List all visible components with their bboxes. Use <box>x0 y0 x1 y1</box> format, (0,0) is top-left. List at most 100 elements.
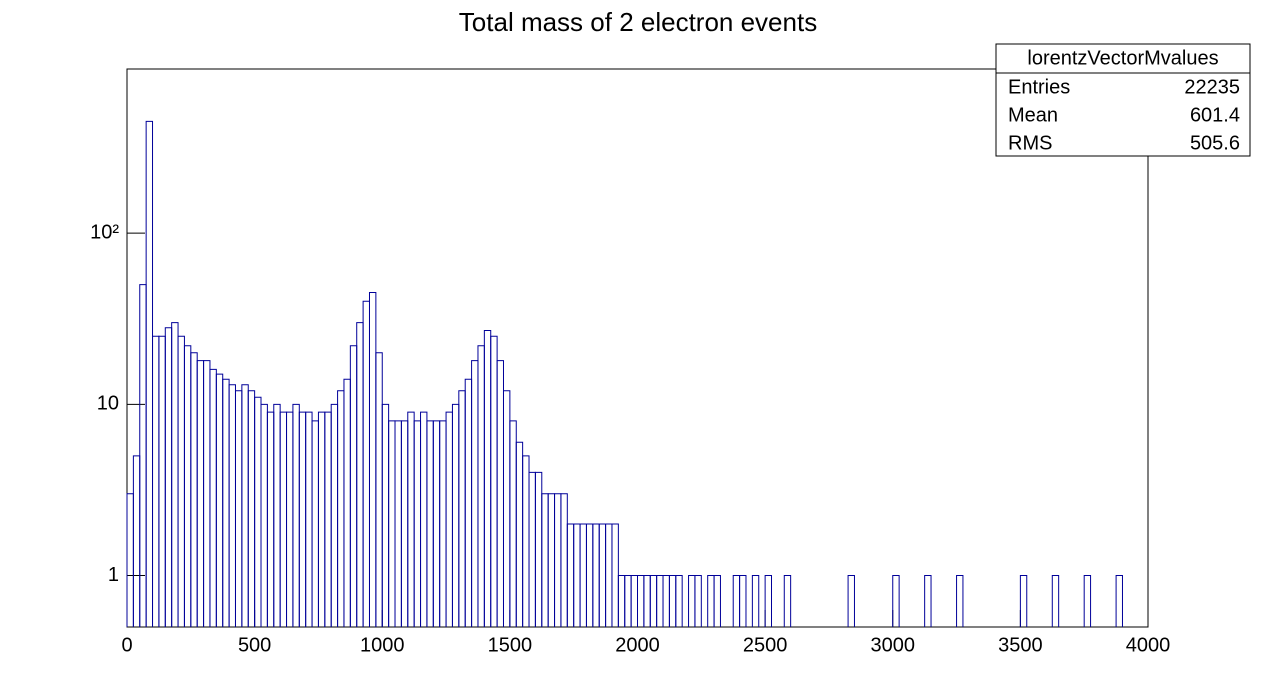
histogram-bin <box>605 523 613 627</box>
histogram-bin <box>611 523 619 627</box>
x-tick-label: 3500 <box>998 634 1043 656</box>
histogram-bin <box>554 493 562 627</box>
histogram-bin <box>637 574 645 627</box>
histogram-bin <box>132 455 141 627</box>
histogram-bin <box>164 327 173 627</box>
stats-title: lorentzVectorMvalues <box>1027 47 1218 69</box>
histogram-bin <box>739 574 747 627</box>
histogram-bin <box>656 574 664 627</box>
histogram-bin <box>445 411 453 627</box>
histogram-bin <box>675 574 683 627</box>
histogram-bin <box>343 378 351 627</box>
histogram-bin <box>298 411 307 627</box>
histogram-bin <box>490 335 498 627</box>
histogram-bin <box>215 373 224 627</box>
histogram-bin <box>534 471 543 627</box>
histogram-bin <box>1019 574 1028 627</box>
stats-frame <box>995 43 1251 157</box>
histogram-bin <box>585 523 594 627</box>
histogram-bin <box>228 384 236 627</box>
histogram-bin <box>732 574 741 627</box>
histogram-bin <box>707 574 715 627</box>
histogram-bin <box>305 411 313 627</box>
histogram-bin <box>471 360 479 627</box>
histogram-bin <box>598 523 607 627</box>
stats-label: RMS <box>1008 132 1052 154</box>
x-tick-label: 1500 <box>488 634 533 656</box>
histogram-bin <box>579 523 587 627</box>
histogram-bin <box>560 493 568 627</box>
histogram-bin <box>292 403 300 627</box>
histogram-bin <box>630 574 638 627</box>
histogram-bin <box>547 493 556 627</box>
histogram-bin <box>375 352 383 627</box>
histogram-bin <box>1115 574 1123 627</box>
x-tick-label: 4000 <box>1126 634 1171 656</box>
histogram-bin <box>496 360 504 627</box>
histogram-bin <box>400 420 409 627</box>
histogram-bin <box>694 574 702 627</box>
histogram-bin <box>956 574 964 627</box>
histogram-bin <box>847 574 855 627</box>
chart-title: Total mass of 2 electron events <box>459 7 817 37</box>
histogram-bin <box>356 322 364 627</box>
x-tick-label: 2500 <box>743 634 788 656</box>
stats-value: 505.6 <box>1190 132 1240 154</box>
histogram-bin <box>924 574 932 627</box>
histogram-bin <box>643 574 651 627</box>
histogram-bin <box>426 420 434 627</box>
histogram-bin <box>592 523 600 627</box>
histogram-bin <box>152 335 160 627</box>
histogram-bin <box>126 493 134 627</box>
histogram-bin <box>458 390 466 627</box>
histogram-bin <box>522 455 530 627</box>
histogram-bin <box>266 411 275 627</box>
histogram-bin <box>420 411 428 627</box>
histogram-bin <box>330 403 339 627</box>
histogram-bin <box>349 345 358 627</box>
histogram-bin <box>286 411 294 627</box>
histogram-bin <box>171 322 179 627</box>
x-tick-label: 500 <box>238 634 271 656</box>
histogram-bin <box>624 574 632 627</box>
histogram-bin <box>783 574 792 627</box>
stats-label: Entries <box>1008 76 1070 98</box>
histogram-bin <box>502 390 511 627</box>
histogram-bin <box>617 574 626 627</box>
histogram-bin <box>273 403 281 627</box>
histogram-bin <box>751 574 760 627</box>
histogram-bin <box>394 420 402 627</box>
histogram-bin <box>464 378 473 627</box>
histogram-bin <box>203 360 211 627</box>
histogram-bin <box>311 420 319 627</box>
histogram-bin <box>196 360 205 627</box>
stats-value: 22235 <box>1184 76 1240 98</box>
histogram-bin <box>222 378 230 627</box>
histogram-bin <box>368 292 377 627</box>
histogram-bin <box>764 574 773 627</box>
histogram-bin <box>317 411 326 627</box>
stats-box: lorentzVectorMvalues Entries 22235 Mean 601… <box>995 43 1251 157</box>
histogram-bin <box>177 335 185 627</box>
histogram-bin <box>713 574 721 627</box>
histogram-bin <box>515 441 524 627</box>
histogram-bin <box>566 523 575 627</box>
stats-value: 601.4 <box>1190 104 1240 126</box>
y-tick-label: 10² <box>90 221 119 243</box>
histogram-bin <box>1051 574 1060 627</box>
histogram-bin <box>541 493 549 627</box>
histogram-bin <box>528 471 536 627</box>
histogram-bin <box>381 403 390 627</box>
y-tick-label: 10 <box>97 393 119 415</box>
histogram-bin <box>241 384 249 627</box>
histogram-bin <box>183 345 192 627</box>
histogram-bin <box>407 411 415 627</box>
histogram-bin <box>324 411 332 627</box>
histogram-bin <box>254 396 262 627</box>
histogram-bin <box>509 420 517 627</box>
histogram-bin <box>892 574 900 627</box>
histogram-bin <box>234 390 243 627</box>
histogram-bin <box>477 345 485 627</box>
histogram-bin <box>649 574 658 627</box>
